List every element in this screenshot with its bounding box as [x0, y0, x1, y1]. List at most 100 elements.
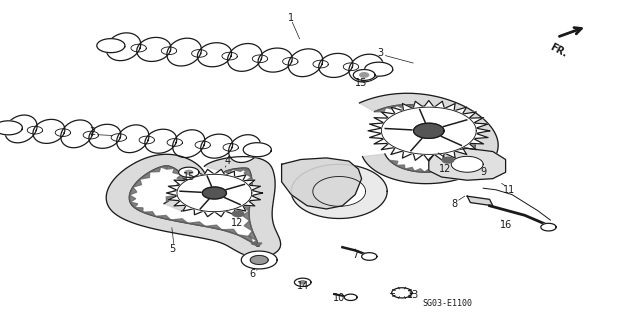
Polygon shape	[177, 174, 184, 182]
Polygon shape	[454, 119, 463, 124]
Polygon shape	[97, 39, 125, 53]
Polygon shape	[246, 177, 252, 185]
Polygon shape	[0, 121, 22, 135]
Text: 10: 10	[333, 293, 346, 303]
Polygon shape	[129, 187, 137, 195]
Polygon shape	[428, 107, 438, 111]
Polygon shape	[241, 251, 277, 269]
Polygon shape	[225, 169, 232, 174]
Text: 2: 2	[90, 127, 96, 137]
Polygon shape	[365, 62, 393, 76]
Polygon shape	[397, 105, 407, 108]
Polygon shape	[445, 166, 454, 170]
Polygon shape	[185, 170, 193, 174]
Polygon shape	[222, 52, 237, 60]
Polygon shape	[291, 164, 387, 219]
Polygon shape	[392, 288, 412, 298]
Polygon shape	[116, 125, 149, 153]
Polygon shape	[179, 167, 199, 177]
Text: SG03-E1100: SG03-E1100	[422, 299, 472, 308]
Polygon shape	[201, 134, 232, 158]
Polygon shape	[197, 43, 232, 67]
Polygon shape	[137, 37, 171, 62]
Polygon shape	[468, 136, 475, 142]
Polygon shape	[381, 107, 476, 154]
Polygon shape	[396, 165, 404, 169]
Text: 11: 11	[502, 185, 515, 195]
Polygon shape	[465, 130, 473, 136]
Text: 14: 14	[296, 280, 309, 291]
Polygon shape	[140, 172, 150, 179]
Polygon shape	[161, 166, 167, 169]
Polygon shape	[221, 229, 237, 235]
Polygon shape	[251, 240, 257, 246]
Polygon shape	[417, 105, 428, 109]
Polygon shape	[246, 185, 252, 194]
Polygon shape	[253, 244, 259, 246]
Polygon shape	[282, 158, 362, 209]
Polygon shape	[244, 168, 249, 171]
Polygon shape	[283, 58, 298, 65]
Text: 16: 16	[499, 220, 512, 230]
Text: 13: 13	[406, 290, 419, 300]
Polygon shape	[349, 54, 383, 82]
Polygon shape	[223, 144, 238, 151]
Polygon shape	[454, 163, 462, 167]
Text: 9: 9	[480, 167, 486, 177]
Polygon shape	[460, 124, 468, 130]
Text: 7: 7	[352, 250, 358, 260]
Polygon shape	[232, 211, 244, 217]
Polygon shape	[191, 49, 207, 57]
Polygon shape	[129, 195, 136, 202]
Polygon shape	[438, 110, 447, 114]
Text: 1: 1	[288, 12, 294, 23]
Polygon shape	[173, 168, 182, 174]
Polygon shape	[166, 196, 175, 202]
Polygon shape	[28, 126, 43, 134]
Polygon shape	[360, 73, 369, 77]
Polygon shape	[368, 100, 490, 161]
Polygon shape	[541, 223, 556, 231]
Text: 6: 6	[250, 269, 256, 279]
Polygon shape	[202, 187, 227, 199]
Polygon shape	[130, 202, 138, 207]
Polygon shape	[244, 194, 252, 202]
Polygon shape	[467, 196, 493, 206]
Polygon shape	[195, 141, 211, 149]
Polygon shape	[111, 134, 127, 141]
Polygon shape	[33, 119, 65, 144]
Polygon shape	[442, 157, 454, 163]
Polygon shape	[83, 131, 99, 139]
Polygon shape	[360, 93, 498, 184]
Polygon shape	[61, 120, 93, 148]
Polygon shape	[435, 168, 445, 172]
Polygon shape	[5, 115, 37, 143]
Polygon shape	[243, 143, 271, 157]
Polygon shape	[145, 129, 177, 153]
Polygon shape	[133, 179, 141, 187]
Polygon shape	[244, 169, 252, 177]
Polygon shape	[248, 231, 257, 240]
Polygon shape	[413, 123, 444, 138]
Polygon shape	[429, 148, 506, 180]
Polygon shape	[404, 167, 414, 171]
Text: 8: 8	[451, 199, 458, 209]
Text: 15: 15	[355, 78, 367, 88]
Polygon shape	[243, 202, 250, 211]
Text: 3: 3	[378, 48, 384, 58]
Text: 12: 12	[230, 218, 243, 228]
Polygon shape	[252, 243, 262, 246]
Polygon shape	[344, 294, 357, 300]
Polygon shape	[389, 160, 398, 166]
Polygon shape	[407, 105, 417, 108]
Polygon shape	[250, 256, 268, 264]
Polygon shape	[300, 281, 306, 284]
Polygon shape	[288, 49, 323, 77]
Polygon shape	[460, 159, 468, 163]
Polygon shape	[167, 38, 202, 66]
Polygon shape	[243, 211, 250, 221]
Polygon shape	[166, 166, 175, 169]
Polygon shape	[468, 142, 475, 148]
Polygon shape	[89, 124, 121, 148]
Polygon shape	[374, 108, 386, 112]
